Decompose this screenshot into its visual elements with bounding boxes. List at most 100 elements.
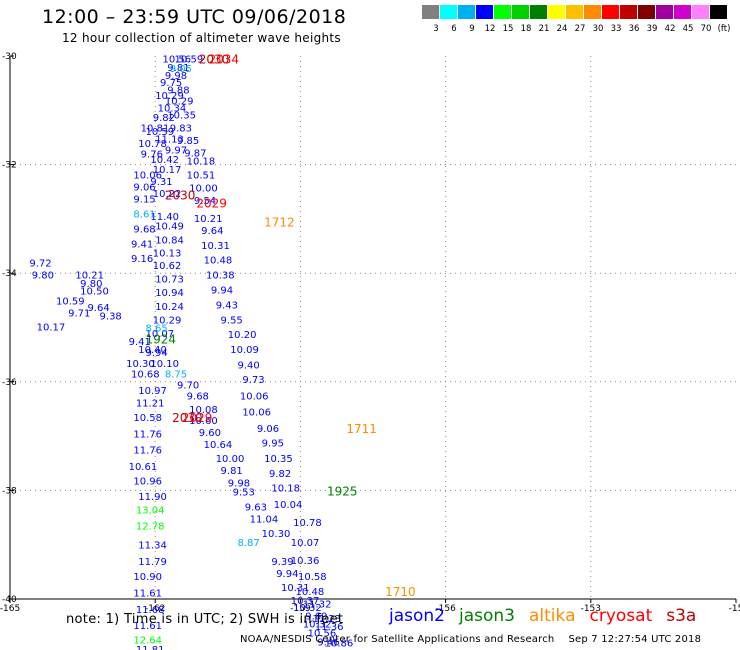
swh-value: 10.84 — [155, 236, 184, 247]
swh-value: 10.29 — [165, 97, 194, 108]
scale-swatch — [674, 5, 691, 19]
scale-swatch — [476, 5, 493, 19]
y-tick-label: -34 — [2, 269, 17, 279]
swh-value: 11.81 — [136, 645, 165, 650]
legend: jason2 jason3 altika cryosat s3a — [389, 606, 710, 626]
swh-value: 10.56 — [308, 629, 337, 640]
scale-label: 30 — [592, 24, 604, 34]
swh-value: 11.04 — [250, 515, 279, 526]
swh-value: 11.68 — [136, 605, 165, 616]
swh-value: 9.69 — [305, 611, 327, 622]
swh-value: 10.21 — [75, 270, 104, 281]
swh-value: 10.40 — [138, 345, 167, 356]
swh-value: 10.61 — [129, 462, 158, 473]
swh-value: 10.51 — [187, 170, 216, 181]
swh-value: 11.34 — [138, 541, 167, 552]
scale-label: 36 — [628, 24, 640, 34]
swh-value: 9.73 — [242, 375, 264, 386]
scale-label: 21 — [538, 24, 550, 34]
swh-value: 10.96 — [133, 477, 162, 488]
swh-value: 10.29 — [153, 315, 182, 326]
swh-value: 10.37 — [291, 596, 320, 607]
swh-value: 10.20 — [228, 330, 257, 341]
swh-value: 9.71 — [68, 308, 90, 319]
swh-value: 10.64 — [204, 440, 233, 451]
swh-value: 10.00 — [189, 183, 218, 194]
grid — [10, 56, 736, 599]
swh-value: 9.64 — [87, 303, 109, 314]
pass-time-label: 1925 — [327, 484, 358, 498]
swh-value: 10.24 — [155, 302, 184, 313]
swh-value: 10.58 — [133, 413, 162, 424]
swh-value: 10.73 — [155, 275, 184, 286]
swh-value: 10.06 — [242, 408, 271, 419]
swh-value: 10.97 — [138, 386, 167, 397]
scale-swatch — [458, 5, 475, 19]
pass-time-label: 2030 — [199, 53, 230, 67]
swh-value: 10.81 — [141, 124, 170, 135]
swh-value: 9.85 — [177, 136, 199, 147]
legend-item-jason3: jason3 — [459, 606, 515, 626]
scale-swatch — [692, 5, 709, 19]
swh-value: 10.78 — [138, 139, 167, 150]
y-tick-label: -40 — [2, 595, 17, 605]
scale-swatch — [638, 5, 655, 19]
swh-value: 9.98 — [165, 71, 187, 82]
swh-value: 10.29 — [155, 91, 184, 102]
scale-label: 39 — [646, 24, 658, 34]
scale-label: 70 — [700, 24, 712, 34]
tick-labels: -165 -162 -159 -156 -153 -15 -30 -32 -34 -36 -38 -4… — [0, 52, 740, 614]
swh-value: 9.06 — [133, 182, 155, 193]
swh-value: 11.23 — [313, 614, 342, 625]
scale-swatch — [710, 5, 727, 19]
swh-value: 9.88 — [167, 86, 189, 97]
swh-value: 10.31 — [201, 241, 230, 252]
swh-value: 10.04 — [274, 500, 303, 511]
scale-label: 9 — [469, 24, 475, 34]
swh-value: 11.32 — [303, 599, 332, 610]
swh-value: 9.98 — [228, 478, 250, 489]
x-tick-label: -153 — [581, 604, 601, 614]
swh-value: 9.64 — [201, 226, 223, 237]
swh-value: 9.41 — [131, 239, 153, 250]
x-tick-label: -15 — [729, 604, 740, 614]
swh-value: 9.46 — [317, 637, 339, 648]
scale-swatch — [530, 5, 547, 19]
swh-value: 11.13 — [155, 135, 184, 146]
swh-value: 13.04 — [136, 505, 165, 516]
swh-value: 9.31 — [150, 177, 172, 188]
swh-value: 10.34 — [158, 104, 187, 115]
swh-value: 10.32 — [303, 619, 332, 630]
swh-value: 10.35 — [264, 454, 293, 465]
swh-value: 11.61 — [133, 588, 162, 599]
swh-value: 10.59 — [56, 296, 85, 307]
swh-value: 10.08 — [189, 405, 218, 416]
swh-value: 9.68 — [187, 391, 209, 402]
swh-value: 10.10 — [150, 359, 179, 370]
pass-time-label: 1711 — [346, 422, 377, 436]
swh-value: 9.95 — [262, 439, 284, 450]
swh-value: 10.50 — [80, 287, 109, 298]
swh-value: 11.40 — [150, 212, 179, 223]
x-tick-label: -165 — [0, 604, 20, 614]
axes — [9, 55, 737, 603]
swh-value: 11.76 — [133, 429, 162, 440]
legend-item-jason2: jason2 — [389, 606, 445, 626]
swh-value: 10.18 — [271, 484, 300, 495]
swh-value: 9.94 — [276, 569, 298, 580]
swh-value: 9.76 — [141, 150, 163, 161]
swh-value: 9.39 — [271, 557, 293, 568]
scale-label: 3 — [433, 24, 439, 34]
swh-value: 9.83 — [170, 124, 192, 135]
swh-value: 12.78 — [136, 522, 165, 533]
scale-swatch — [656, 5, 673, 19]
pass-labels: 2030203420302029171219242030202917111925… — [146, 53, 416, 599]
y-tick-label: -38 — [2, 486, 17, 496]
legend-item-s3a: s3a — [666, 606, 697, 626]
swh-value: 10.18 — [187, 156, 216, 167]
swh-value: 10.59 — [175, 55, 204, 66]
legend-item-cryosat: cryosat — [589, 606, 653, 626]
swh-value: 10.86 — [325, 638, 354, 649]
swh-value: 9.72 — [29, 258, 51, 269]
pass-time-label: 2030 — [165, 188, 196, 202]
